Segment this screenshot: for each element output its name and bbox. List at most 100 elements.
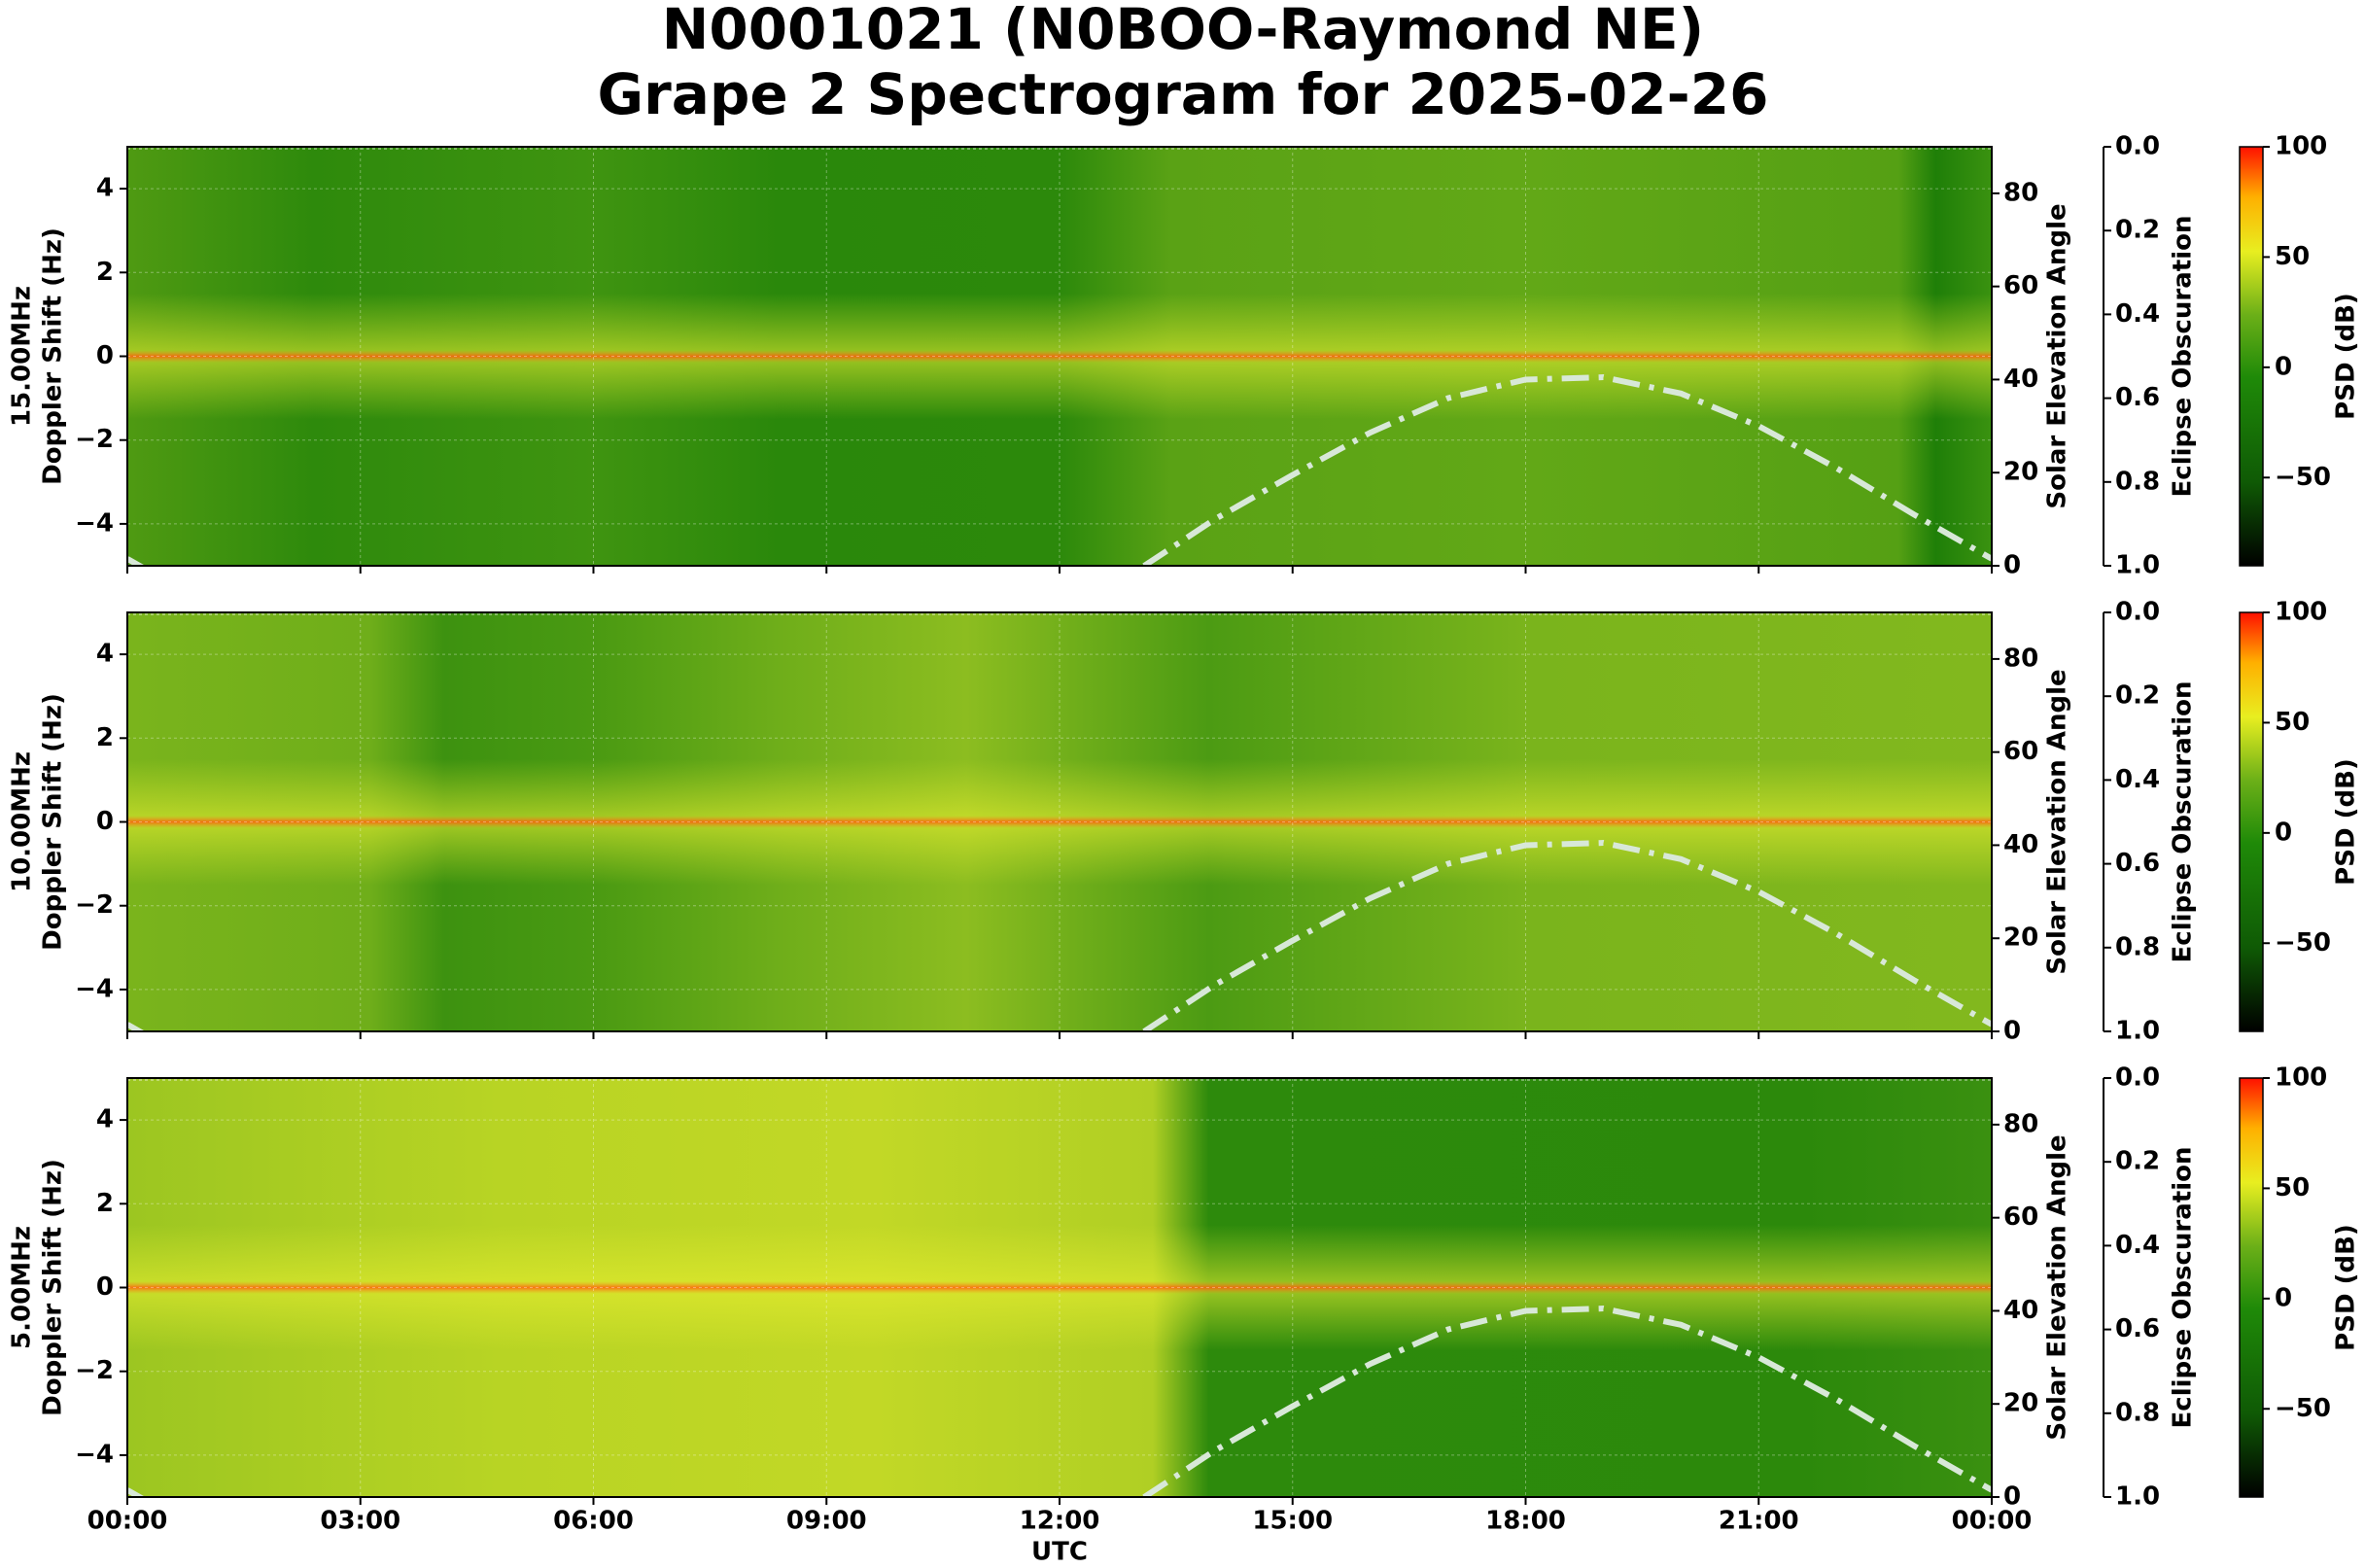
colorbar-tick-label: −50 (2275, 1394, 2331, 1423)
colorbar-label: PSD (dB) (2332, 1224, 2361, 1351)
eclipse-tick-label: 0.0 (2115, 132, 2160, 161)
x-axis-label: UTC (1031, 1538, 1088, 1567)
eclipse-tick-label: 1.0 (2115, 551, 2160, 580)
colorbar (2239, 146, 2264, 567)
y2-axis-label: Solar Elevation Angle (2043, 203, 2072, 508)
frequency-label: 10.00MHz (8, 751, 37, 892)
x-tick-label: 06:00 (553, 1507, 634, 1536)
eclipse-tick-label: 0.4 (2115, 299, 2160, 329)
eclipse-tick-label: 0.2 (2115, 216, 2160, 245)
x-tick-label: 12:00 (1020, 1507, 1100, 1536)
colorbar-tick-label: 100 (2275, 132, 2327, 161)
spectrogram-band (127, 1224, 1992, 1351)
eclipse-tick-label: 1.0 (2115, 1017, 2160, 1046)
colorbar-tick-label: 0 (2275, 1283, 2292, 1312)
y-tick-label: −4 (75, 508, 114, 538)
y2-tick-label: 0 (2003, 1482, 2021, 1512)
eclipse-axis-label: Eclipse Obscuration (2169, 681, 2198, 963)
colorbar (2239, 1077, 2264, 1498)
eclipse-tick-label: 0.6 (2115, 383, 2160, 412)
y2-tick-label: 20 (2003, 458, 2038, 487)
x-tick-label: 00:00 (87, 1507, 168, 1536)
solar-elevation-line (127, 374, 1992, 566)
colorbar-label: PSD (dB) (2332, 293, 2361, 420)
y-axis-label: Doppler Shift (Hz) (39, 1159, 68, 1416)
colorbar-tick-label: 50 (2275, 1173, 2310, 1202)
y-tick-label: 4 (96, 1105, 114, 1134)
y2-tick-label: 20 (2003, 923, 2038, 953)
y-tick-label: 0 (96, 341, 114, 370)
chart-subtitle: Grape 2 Spectrogram for 2025-02-26 (598, 61, 1769, 127)
solar-elevation-line (127, 1306, 1992, 1497)
eclipse-tick-label: 0.6 (2115, 1314, 2160, 1343)
y2-axis-label: Solar Elevation Angle (2043, 1134, 2072, 1440)
y2-tick-label: 40 (2003, 1296, 2038, 1325)
x-tick-label: 03:00 (320, 1507, 400, 1536)
eclipse-tick-label: 0.6 (2115, 849, 2160, 878)
eclipse-tick-label: 0.8 (2115, 1398, 2160, 1427)
eclipse-tick-label: 0.8 (2115, 467, 2160, 496)
y-axis-label: Doppler Shift (Hz) (39, 227, 68, 485)
x-tick-label: 18:00 (1485, 1507, 1566, 1536)
y-tick-label: 2 (96, 1189, 114, 1218)
frequency-label: 15.00MHz (8, 286, 37, 427)
colorbar-tick-label: 50 (2275, 708, 2310, 737)
y2-tick-label: 80 (2003, 178, 2038, 207)
colorbar-label: PSD (dB) (2332, 758, 2361, 886)
y-tick-label: −4 (75, 974, 114, 1003)
eclipse-tick-label: 0.2 (2115, 681, 2160, 711)
colorbar-tick-label: 100 (2275, 1063, 2327, 1093)
eclipse-tick-label: 1.0 (2115, 1482, 2160, 1512)
plot-frame (126, 146, 1993, 567)
y2-tick-label: 40 (2003, 365, 2038, 394)
y2-tick-label: 20 (2003, 1389, 2038, 1418)
y-tick-label: −2 (75, 890, 114, 920)
spectrogram-band (127, 758, 1992, 886)
y2-tick-label: 80 (2003, 644, 2038, 673)
chart-title: N0001021 (N0BOO-Raymond NE) (662, 0, 1704, 62)
plot-frame (126, 611, 1993, 1032)
y-tick-label: 2 (96, 258, 114, 287)
y2-tick-label: 0 (2003, 1017, 2021, 1046)
x-tick-label: 09:00 (786, 1507, 867, 1536)
y-tick-label: 0 (96, 807, 114, 836)
y-tick-label: −2 (75, 425, 114, 454)
eclipse-axis-label: Eclipse Obscuration (2169, 1147, 2198, 1429)
colorbar-tick-label: 50 (2275, 242, 2310, 271)
spectrogram-band (127, 293, 1992, 420)
x-tick-label: 15:00 (1252, 1507, 1333, 1536)
y-tick-label: 4 (96, 640, 114, 669)
colorbar-tick-label: 0 (2275, 818, 2292, 847)
eclipse-axis-label: Eclipse Obscuration (2169, 216, 2198, 498)
colorbar-tick-label: 0 (2275, 352, 2292, 381)
solar-elevation-line (127, 840, 1992, 1031)
eclipse-tick-label: 0.2 (2115, 1147, 2160, 1176)
y2-tick-label: 0 (2003, 551, 2021, 580)
y2-tick-label: 80 (2003, 1109, 2038, 1138)
eclipse-tick-label: 0.8 (2115, 932, 2160, 961)
frequency-label: 5.00MHz (8, 1226, 37, 1349)
x-tick-label: 21:00 (1719, 1507, 1799, 1536)
y2-tick-label: 60 (2003, 737, 2038, 766)
eclipse-tick-label: 0.0 (2115, 1063, 2160, 1093)
x-tick-label: 00:00 (1952, 1507, 2033, 1536)
eclipse-tick-label: 0.4 (2115, 1231, 2160, 1260)
y-tick-label: 0 (96, 1272, 114, 1302)
y-tick-label: 2 (96, 723, 114, 752)
y2-axis-label: Solar Elevation Angle (2043, 669, 2072, 974)
y-axis-label: Doppler Shift (Hz) (39, 693, 68, 951)
eclipse-tick-label: 0.0 (2115, 598, 2160, 627)
y2-tick-label: 60 (2003, 1202, 2038, 1232)
y2-tick-label: 40 (2003, 830, 2038, 859)
y-tick-label: −4 (75, 1440, 114, 1469)
eclipse-tick-label: 0.4 (2115, 765, 2160, 794)
y-tick-label: 4 (96, 174, 114, 203)
y2-tick-label: 60 (2003, 271, 2038, 300)
colorbar (2239, 611, 2264, 1032)
y-tick-label: −2 (75, 1356, 114, 1385)
plot-frame (126, 1077, 1993, 1498)
colorbar-tick-label: −50 (2275, 463, 2331, 492)
colorbar-tick-label: 100 (2275, 598, 2327, 627)
colorbar-tick-label: −50 (2275, 928, 2331, 958)
